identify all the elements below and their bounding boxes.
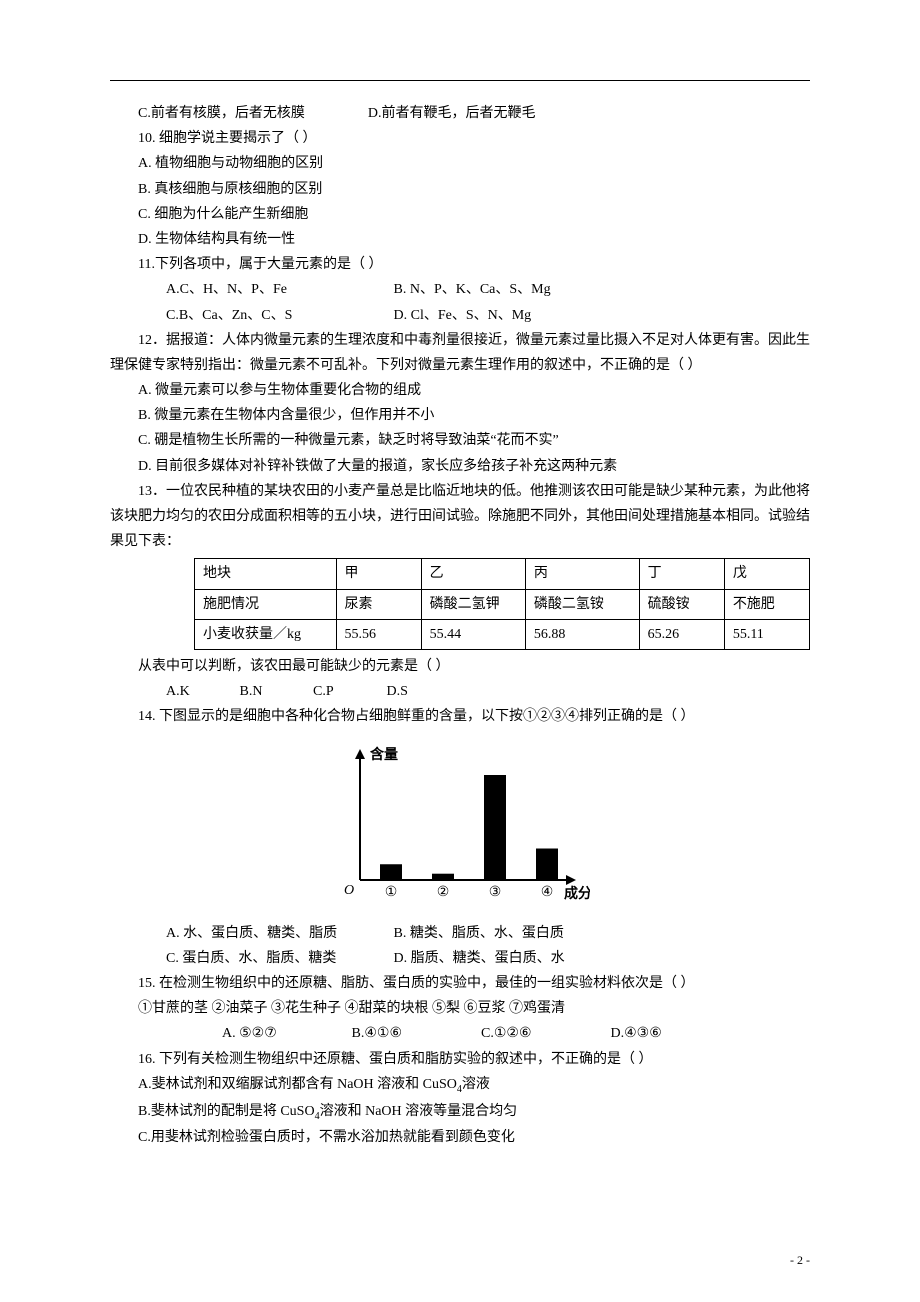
svg-text:②: ② (437, 885, 450, 900)
q9-opt-d: D.前者有鞭毛，后者无鞭毛 (368, 106, 536, 121)
table-cell: 磷酸二氢铵 (525, 589, 639, 619)
table-cell: 55.44 (421, 619, 525, 649)
table-cell: 磷酸二氢钾 (421, 589, 525, 619)
q11-options-cd: C.B、Ca、Zn、C、S D. Cl、Fe、S、N、Mg (110, 303, 810, 328)
page-number: - 2 - (790, 1250, 810, 1272)
q11-stem: 11.下列各项中，属于大量元素的是（ ） (110, 252, 810, 277)
table-cell: 甲 (336, 559, 421, 589)
q14-opt-c: C. 蛋白质、水、脂质、糖类 (138, 946, 390, 971)
q11-opt-b: B. N、P、K、Ca、S、Mg (394, 282, 551, 297)
q16-opt-c: C.用斐林试剂检验蛋白质时，不需水浴加热就能看到颜色变化 (110, 1125, 810, 1150)
q15-opt-a: A. ⑤②⑦ (166, 1021, 292, 1046)
q14-bar-chart: 含量成分 O ① ② ③ ④ (330, 738, 590, 908)
q13-opt-c: C.P (285, 679, 355, 704)
q16-opt-a: A.斐林试剂和双缩脲试剂都含有 NaOH 溶液和 CuSO4溶液 (110, 1072, 810, 1099)
q11-opt-d: D. Cl、Fe、S、N、Mg (394, 308, 532, 323)
q16-opt-b-mid: 溶液和 NaOH 溶液等量混合均匀 (320, 1104, 518, 1119)
q12-opt-a: A. 微量元素可以参与生物体重要化合物的组成 (110, 378, 810, 403)
table-cell: 地块 (195, 559, 337, 589)
svg-text:④: ④ (541, 885, 554, 900)
q16-opt-b-head: B.斐林试剂的配制是将 CuSO (138, 1104, 315, 1119)
q14-opt-d: D. 脂质、糖类、蛋白质、水 (394, 951, 565, 966)
q13-table: 地块甲乙丙丁戊施肥情况尿素磷酸二氢钾磷酸二氢铵硫酸铵不施肥小麦收获量／kg55.… (194, 558, 810, 650)
q10-opt-a: A. 植物细胞与动物细胞的区别 (110, 151, 810, 176)
table-cell: 65.26 (639, 619, 724, 649)
q11-opt-a: A.C、H、N、P、Fe (138, 277, 390, 302)
table-cell: 56.88 (525, 619, 639, 649)
svg-text:O: O (344, 883, 354, 898)
q13-tail: 从表中可以判断，该农田最可能缺少的元素是（ ） (110, 654, 810, 679)
q11-options-ab: A.C、H、N、P、Fe B. N、P、K、Ca、S、Mg (110, 277, 810, 302)
q14-options-cd: C. 蛋白质、水、脂质、糖类 D. 脂质、糖类、蛋白质、水 (110, 946, 810, 971)
q13-opt-a: A.K (138, 679, 208, 704)
q16-opt-a-head: A.斐林试剂和双缩脲试剂都含有 NaOH 溶液和 CuSO (138, 1077, 457, 1092)
q15-opt-b: B.④①⑥ (296, 1021, 422, 1046)
q15-items: ①甘蔗的茎 ②油菜子 ③花生种子 ④甜菜的块根 ⑤梨 ⑥豆浆 ⑦鸡蛋清 (110, 996, 810, 1021)
table-cell: 不施肥 (724, 589, 809, 619)
q16-opt-b: B.斐林试剂的配制是将 CuSO4溶液和 NaOH 溶液等量混合均匀 (110, 1099, 810, 1126)
table-cell: 尿素 (336, 589, 421, 619)
table-cell: 小麦收获量／kg (195, 619, 337, 649)
table-cell: 施肥情况 (195, 589, 337, 619)
q14-opt-b: B. 糖类、脂质、水、蛋白质 (394, 926, 564, 941)
q14-chart-container: 含量成分 O ① ② ③ ④ (110, 738, 810, 917)
q9-opt-c: C.前者有核膜，后者无核膜 (138, 106, 305, 121)
svg-text:①: ① (385, 885, 398, 900)
table-cell: 硫酸铵 (639, 589, 724, 619)
table-row: 施肥情况尿素磷酸二氢钾磷酸二氢铵硫酸铵不施肥 (195, 589, 810, 619)
q16-stem: 16. 下列有关检测生物组织中还原糖、蛋白质和脂肪实验的叙述中，不正确的是（ ） (110, 1047, 810, 1072)
table-cell: 丁 (639, 559, 724, 589)
table-cell: 丙 (525, 559, 639, 589)
q12-opt-c: C. 硼是植物生长所需的一种微量元素，缺乏时将导致油菜“花而不实” (110, 428, 810, 453)
q13-stem: 13．一位农民种植的某块农田的小麦产量总是比临近地块的低。他推测该农田可能是缺少… (110, 479, 810, 555)
q13-options: A.K B.N C.P D.S (110, 679, 810, 704)
q16-opt-a-tail: 溶液 (462, 1077, 490, 1092)
q12-opt-d: D. 目前很多媒体对补锌补铁做了大量的报道，家长应多给孩子补充这两种元素 (110, 454, 810, 479)
q9-options-cd: C.前者有核膜，后者无核膜 D.前者有鞭毛，后者无鞭毛 (110, 101, 810, 126)
q10-opt-b: B. 真核细胞与原核细胞的区别 (110, 177, 810, 202)
q15-opt-d: D.④③⑥ (555, 1021, 681, 1046)
top-rule (110, 80, 810, 81)
q10-stem: 10. 细胞学说主要揭示了（ ） (110, 126, 810, 151)
q11-opt-c: C.B、Ca、Zn、C、S (138, 303, 390, 328)
q13-opt-d: D.S (359, 679, 429, 704)
table-cell: 55.56 (336, 619, 421, 649)
q10-opt-c: C. 细胞为什么能产生新细胞 (110, 202, 810, 227)
svg-text:成分: 成分 (564, 885, 590, 902)
q15-opt-c: C.①②⑥ (425, 1021, 551, 1046)
q15-options: A. ⑤②⑦ B.④①⑥ C.①②⑥ D.④③⑥ (110, 1021, 810, 1046)
svg-text:含量: 含量 (370, 746, 398, 763)
table-cell: 55.11 (724, 619, 809, 649)
svg-text:③: ③ (489, 885, 502, 900)
q10-opt-d: D. 生物体结构具有统一性 (110, 227, 810, 252)
q14-stem: 14. 下图显示的是细胞中各种化合物占细胞鲜重的含量，以下按①②③④排列正确的是… (110, 704, 810, 729)
page-container: C.前者有核膜，后者无核膜 D.前者有鞭毛，后者无鞭毛 10. 细胞学说主要揭示… (0, 0, 920, 1302)
table-cell: 乙 (421, 559, 525, 589)
table-row: 小麦收获量／kg55.5655.4456.8865.2655.11 (195, 619, 810, 649)
q15-stem: 15. 在检测生物组织中的还原糖、脂肪、蛋白质的实验中，最佳的一组实验材料依次是… (110, 971, 810, 996)
table-cell: 戊 (724, 559, 809, 589)
q14-options-ab: A. 水、蛋白质、糖类、脂质 B. 糖类、脂质、水、蛋白质 (110, 921, 810, 946)
q12-stem: 12．据报道：人体内微量元素的生理浓度和中毒剂量很接近，微量元素过量比摄入不足对… (110, 328, 810, 378)
q13-opt-b: B.N (212, 679, 282, 704)
q12-opt-b: B. 微量元素在生物体内含量很少，但作用并不小 (110, 403, 810, 428)
q14-opt-a: A. 水、蛋白质、糖类、脂质 (138, 921, 390, 946)
table-row: 地块甲乙丙丁戊 (195, 559, 810, 589)
